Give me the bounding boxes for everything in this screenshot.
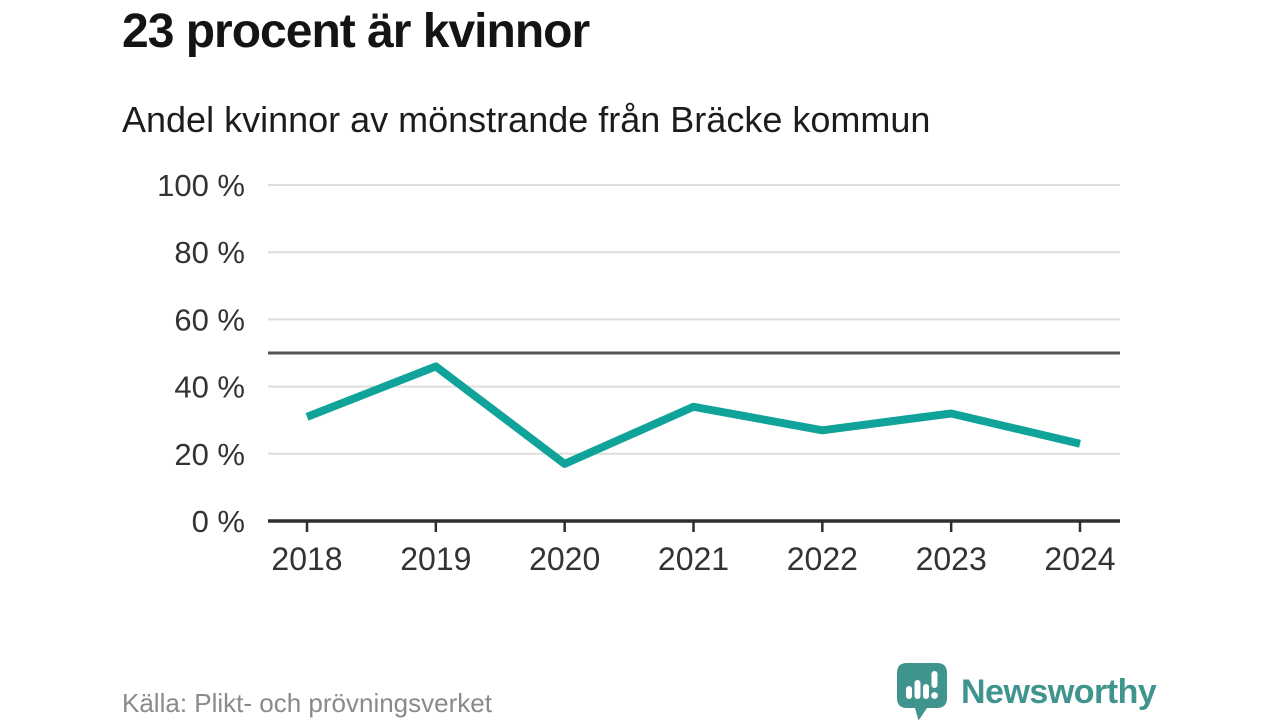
- y-axis-tick-label: 80 %: [174, 235, 245, 270]
- y-axis-tick-label: 60 %: [174, 302, 245, 337]
- x-axis-tick-label: 2022: [787, 541, 858, 577]
- chart-headline: 23 procent är kvinnor: [122, 5, 590, 58]
- bar-2: [914, 680, 921, 699]
- newsworthy-logo-icon: [897, 663, 947, 720]
- source-note: Källa: Plikt- och prövningsverket: [122, 688, 492, 718]
- y-axis-tick-label: 20 %: [174, 437, 245, 472]
- y-axis-tick-label: 40 %: [174, 370, 245, 405]
- x-axis-tick-label: 2018: [271, 541, 342, 577]
- exclamation-dot: [931, 692, 938, 699]
- y-axis-tick-label: 0 %: [192, 504, 245, 539]
- x-axis-tick-label: 2024: [1044, 541, 1115, 577]
- x-axis-tick-label: 2021: [658, 541, 729, 577]
- x-axis-tick-label: 2023: [916, 541, 987, 577]
- data-line: [305, 362, 1081, 468]
- speech-bubble-shape: [897, 663, 947, 720]
- y-axis-tick-label: 100 %: [157, 168, 245, 203]
- exclamation-bar: [931, 671, 938, 688]
- bar-1: [906, 686, 912, 699]
- newsworthy-branding: Newsworthy: [896, 663, 1157, 720]
- chart-subtitle: Andel kvinnor av mönstrande från Bräcke …: [122, 99, 931, 140]
- x-axis-tick-label: 2020: [529, 541, 600, 577]
- bar-3: [923, 684, 929, 699]
- x-axis-tick-label: 2019: [400, 541, 471, 577]
- brand-name: Newsworthy: [961, 672, 1157, 711]
